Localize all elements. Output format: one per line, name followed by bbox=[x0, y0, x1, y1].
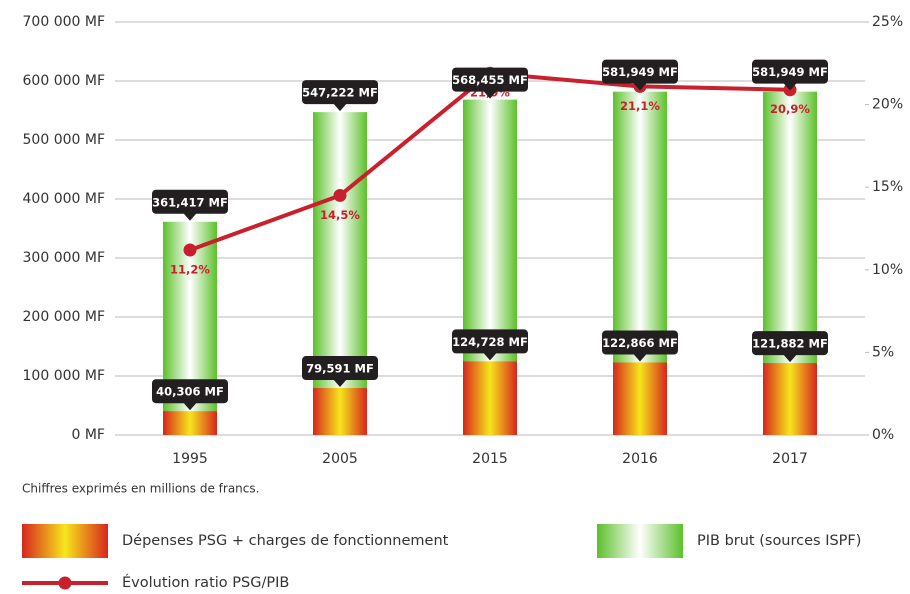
callout-pointer bbox=[783, 82, 797, 91]
callout-box bbox=[452, 67, 528, 92]
callout-box bbox=[152, 379, 228, 404]
y-tick-label: 300 000 MF bbox=[23, 250, 105, 266]
callout-pointer bbox=[183, 212, 197, 221]
callout: 79,591 MF bbox=[302, 356, 378, 388]
value-label: 79,591 MF bbox=[306, 362, 374, 376]
y-tick-label: 0 MF bbox=[72, 427, 106, 443]
x-tick-label: 2005 bbox=[322, 451, 358, 467]
callout: 40,306 MF bbox=[152, 379, 228, 411]
callout-pointer bbox=[483, 90, 497, 99]
callout-box bbox=[602, 330, 678, 355]
callout-pointer bbox=[333, 103, 347, 112]
callout-box bbox=[152, 189, 228, 214]
y2-tick-label: 10% bbox=[872, 262, 903, 278]
note: Chiffres exprimés en millions de francs. bbox=[22, 482, 259, 496]
y-tick-label: 100 000 MF bbox=[23, 368, 105, 384]
callout-pointer bbox=[633, 353, 647, 362]
legend-swatch bbox=[597, 524, 683, 558]
bar bbox=[313, 388, 367, 435]
legend-marker bbox=[58, 576, 72, 590]
value-label: 40,306 MF bbox=[156, 385, 224, 399]
callout: 547,222 MF bbox=[302, 80, 378, 112]
callout-box bbox=[452, 329, 528, 354]
y-tick-label: 200 000 MF bbox=[23, 309, 105, 325]
y-tick-label: 600 000 MF bbox=[23, 73, 105, 89]
value-label: 20,9% bbox=[770, 102, 810, 116]
y-tick-label: 500 000 MF bbox=[23, 132, 105, 148]
value-label: 11,2% bbox=[170, 262, 210, 276]
value-label: 122,866 MF bbox=[602, 336, 678, 350]
callout-pointer bbox=[783, 354, 797, 363]
value-label: 581,949 MF bbox=[752, 65, 828, 79]
y2-tick-label: 20% bbox=[872, 97, 903, 113]
callout-box bbox=[602, 59, 678, 84]
bar bbox=[613, 362, 667, 435]
callout: 121,882 MF bbox=[752, 331, 828, 363]
callout-pointer bbox=[633, 82, 647, 91]
value-label: 124,728 MF bbox=[452, 335, 528, 349]
callout-pointer bbox=[333, 379, 347, 388]
value-label: 568,455 MF bbox=[452, 73, 528, 87]
y2-tick-label: 15% bbox=[872, 179, 903, 195]
x-tick-label: 2017 bbox=[772, 451, 808, 467]
legend-label: Évolution ratio PSG/PIB bbox=[122, 574, 289, 591]
y-tick-label: 700 000 MF bbox=[23, 14, 105, 30]
y2-tick-label: 5% bbox=[872, 344, 894, 360]
callout: 124,728 MF bbox=[452, 329, 528, 361]
callout: 568,455 MF bbox=[452, 67, 528, 99]
callout-box bbox=[752, 331, 828, 356]
value-label: 121,882 MF bbox=[752, 337, 828, 351]
value-label: 361,417 MF bbox=[152, 195, 228, 209]
callout-pointer bbox=[483, 352, 497, 361]
legend-label: PIB brut (sources ISPF) bbox=[697, 533, 861, 549]
legend-label: Dépenses PSG + charges de fonctionnement bbox=[122, 533, 449, 549]
callout: 581,949 MF bbox=[752, 59, 828, 91]
y2-tick-label: 0% bbox=[872, 427, 894, 443]
y2-tick-label: 25% bbox=[872, 14, 903, 30]
bar bbox=[163, 411, 217, 435]
callout-box bbox=[302, 80, 378, 105]
line-point bbox=[333, 188, 347, 202]
callout: 361,417 MF bbox=[152, 189, 228, 221]
callout-pointer bbox=[183, 402, 197, 411]
callout-box bbox=[302, 356, 378, 381]
callout-box bbox=[752, 59, 828, 84]
value-label: 21,1% bbox=[620, 99, 660, 113]
value-label: 547,222 MF bbox=[302, 86, 378, 100]
legend-swatch bbox=[22, 524, 108, 558]
bar bbox=[463, 361, 517, 435]
x-tick-label: 1995 bbox=[172, 451, 208, 467]
callout: 122,866 MF bbox=[602, 330, 678, 362]
y-tick-label: 400 000 MF bbox=[23, 191, 105, 207]
callout: 581,949 MF bbox=[602, 59, 678, 91]
x-tick-label: 2016 bbox=[622, 451, 658, 467]
bar bbox=[763, 363, 817, 435]
x-tick-label: 2015 bbox=[472, 451, 508, 467]
line-point bbox=[183, 243, 197, 257]
value-label: 581,949 MF bbox=[602, 65, 678, 79]
value-label: 14,5% bbox=[320, 208, 360, 222]
